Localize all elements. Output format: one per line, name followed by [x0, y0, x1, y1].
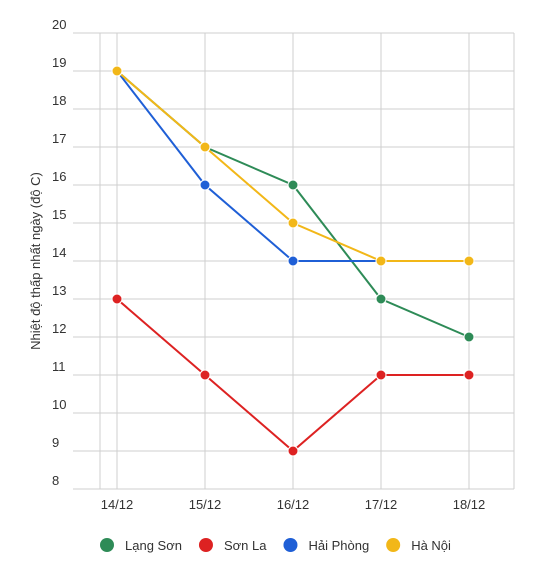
x-tick-label: 14/12 [101, 497, 134, 512]
x-tick-label: 16/12 [277, 497, 310, 512]
data-point [375, 293, 387, 305]
y-tick-label: 19 [52, 55, 66, 70]
y-tick-label: 16 [52, 169, 66, 184]
legend-marker [386, 538, 401, 552]
y-tick-label: 14 [52, 245, 66, 260]
y-tick-label: 17 [52, 131, 66, 146]
series-line [116, 70, 389, 262]
data-point [287, 217, 299, 229]
y-tick-label: 13 [52, 283, 66, 298]
series-Hải Phòng [116, 70, 389, 262]
legend: Lạng Sơn Sơn La Hải Phòng Hà Nội [100, 538, 451, 553]
data-point [111, 65, 123, 77]
data-point [199, 141, 211, 153]
data-point [287, 445, 299, 457]
y-axis-label: Nhiệt độ thấp nhất ngày (độ C) [28, 172, 43, 350]
y-tick-label: 20 [52, 17, 66, 32]
y-tick-label: 15 [52, 207, 66, 222]
y-tick-label: 9 [52, 435, 59, 450]
x-tick-label: 15/12 [189, 497, 222, 512]
series-layer [111, 65, 475, 457]
y-tick-label: 11 [52, 359, 66, 374]
x-tick-label: 17/12 [365, 497, 398, 512]
y-tick-label: 18 [52, 93, 66, 108]
data-point [287, 179, 299, 191]
data-point [463, 255, 475, 267]
data-point [287, 255, 299, 267]
data-point [111, 293, 123, 305]
legend-label: Sơn La [224, 538, 267, 553]
legend-marker [198, 538, 213, 552]
legend-label: Hải Phòng [308, 538, 369, 553]
data-point [199, 179, 211, 191]
data-point [463, 331, 475, 343]
series-points [111, 293, 475, 457]
legend-marker [100, 538, 114, 552]
data-point [375, 255, 387, 267]
legend-marker [283, 538, 298, 552]
data-point [375, 369, 387, 381]
data-point [199, 369, 211, 381]
y-tick-label: 8 [52, 473, 59, 488]
x-tick-label: 18/12 [453, 497, 486, 512]
series-points [111, 65, 475, 267]
y-tick-label: 10 [52, 397, 66, 412]
data-point [463, 369, 475, 381]
legend-label: Lạng Sơn [125, 538, 182, 553]
legend-label: Hà Nội [411, 538, 451, 553]
y-axis-ticks: 8 9 10 11 12 13 14 15 16 17 18 19 20 [52, 17, 66, 488]
x-axis-ticks: 14/12 15/12 16/12 17/12 18/12 [101, 497, 486, 512]
y-tick-label: 12 [52, 321, 66, 336]
